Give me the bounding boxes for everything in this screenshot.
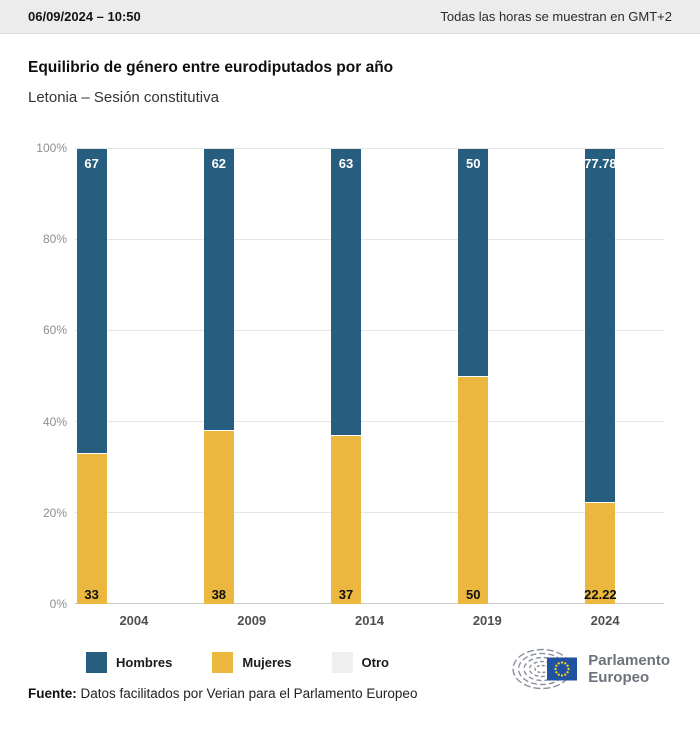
bar-value-label: 62 (211, 156, 227, 171)
chart-title: Equilibrio de género entre eurodiputados… (28, 59, 394, 76)
bar-segment-mujeres-2004[interactable]: 33 (76, 453, 107, 604)
y-tick-label: 60% (42, 323, 67, 338)
bar-slot-2004: 67 33 (28, 149, 155, 604)
bar-value-label: 63 (338, 156, 354, 171)
y-tick-label: 80% (42, 232, 67, 247)
bar-value-label: 50 (465, 587, 481, 602)
bar-segment-mujeres-2009[interactable]: 38 (203, 431, 234, 604)
stacked-bar-chart: 0% 20% 40% 60% 80% 100% 67 33 62 38 63 37 50 50 77.78… (28, 141, 664, 628)
y-tick-label: 40% (42, 414, 67, 429)
y-tick-label: 100% (36, 141, 67, 155)
logo-text-line1: Parlamento (588, 651, 670, 669)
legend-item-mujeres[interactable]: Mujeres (212, 652, 292, 673)
stacked-bar-2019: 50 50 (458, 149, 489, 604)
bar-value-label: 37 (338, 586, 354, 602)
logo-text-line2: Europeo (588, 669, 650, 686)
gridline-60%: 60% (43, 323, 664, 337)
bar-value-label: 38 (211, 586, 227, 602)
stacked-bar-2004: 67 33 (76, 149, 107, 604)
bar-segment-mujeres-2024[interactable]: 22.22 (584, 502, 617, 604)
gridline-100%: 100% (36, 141, 664, 155)
y-tick-label: 20% (42, 505, 67, 520)
bar-value-label: 33 (84, 586, 99, 602)
x-axis-labels: 2004 2009 2014 2019 2024 (75, 613, 664, 628)
bar-segment-hombres-2019[interactable]: 50 (458, 149, 489, 377)
bar-slot-2009: 62 38 (155, 149, 282, 604)
report-datetime: 06/09/2024 – 10:50 (28, 9, 141, 24)
legend-label: Mujeres (242, 655, 292, 670)
bar-segment-hombres-2014[interactable]: 63 (331, 149, 361, 436)
gridline-40%: 40% (43, 415, 664, 429)
legend-swatch-icon (212, 652, 234, 673)
legend-swatch-icon (331, 652, 353, 673)
bar-value-label: 77.78 (584, 156, 617, 171)
x-axis-label-2019: 2019 (472, 613, 502, 628)
bar-slot-2024: 77.78 22.22 (537, 149, 664, 604)
stacked-bar-2014: 63 37 (331, 149, 361, 604)
timezone-note: Todas las horas se muestran en GMT+2 (440, 9, 672, 24)
bar-segment-mujeres-2014[interactable]: 37 (331, 435, 361, 604)
bar-value-label: 22.22 (584, 586, 617, 602)
header-bar: 06/09/2024 – 10:50 Todas las horas se mu… (0, 0, 700, 34)
bar-slot-2019: 50 50 (410, 149, 537, 604)
x-axis-label-2024: 2024 (590, 613, 620, 628)
x-axis-label-2014: 2014 (355, 613, 384, 628)
gridline-20%: 20% (43, 506, 664, 520)
x-axis-label-2009: 2009 (237, 613, 267, 628)
bar-segment-mujeres-2019[interactable]: 50 (458, 376, 489, 604)
chart-legend: Hombres Mujeres Otro (86, 652, 417, 673)
chart-footer: Hombres Mujeres Otro Fuente: Datos facilit… (28, 644, 670, 701)
bar-value-label: 67 (84, 156, 99, 171)
gridline-80%: 80% (43, 232, 664, 246)
bar-segment-hombres-2004[interactable]: 67 (76, 149, 107, 454)
chart-subtitle: Letonia – Sesión constitutiva (28, 89, 219, 106)
legend-item-hombres[interactable]: Hombres (86, 652, 172, 673)
x-axis-label-2004: 2004 (119, 613, 149, 628)
source-label: Fuente: (28, 686, 77, 701)
bar-segment-hombres-2009[interactable]: 62 (203, 149, 234, 432)
gridline-0%: 0% (50, 597, 664, 611)
legend-item-otro[interactable]: Otro (331, 652, 389, 673)
source-note: Fuente: Datos facilitados por Verian par… (28, 686, 417, 701)
bar-value-label: 50 (465, 156, 481, 171)
bar-slot-2014: 63 37 (282, 149, 409, 604)
bars-area: 67 33 62 38 63 37 50 50 77.78 22.22 (28, 149, 664, 604)
legend-label: Hombres (116, 655, 173, 670)
hemicycle-eu-flag-icon (512, 648, 578, 690)
legend-label: Otro (361, 655, 389, 670)
y-tick-label: 0% (49, 597, 67, 611)
source-text: Datos facilitados por Verian para el Par… (76, 686, 418, 701)
stacked-bar-2009: 62 38 (203, 149, 234, 604)
european-parliament-logo: Parlamento Europeo (511, 644, 670, 694)
legend-swatch-icon (86, 652, 107, 673)
bar-segment-hombres-2024[interactable]: 77.78 (584, 149, 617, 503)
plot-area: 0% 20% 40% 60% 80% 100% (36, 141, 664, 611)
stacked-bar-2024: 77.78 22.22 (584, 149, 617, 604)
